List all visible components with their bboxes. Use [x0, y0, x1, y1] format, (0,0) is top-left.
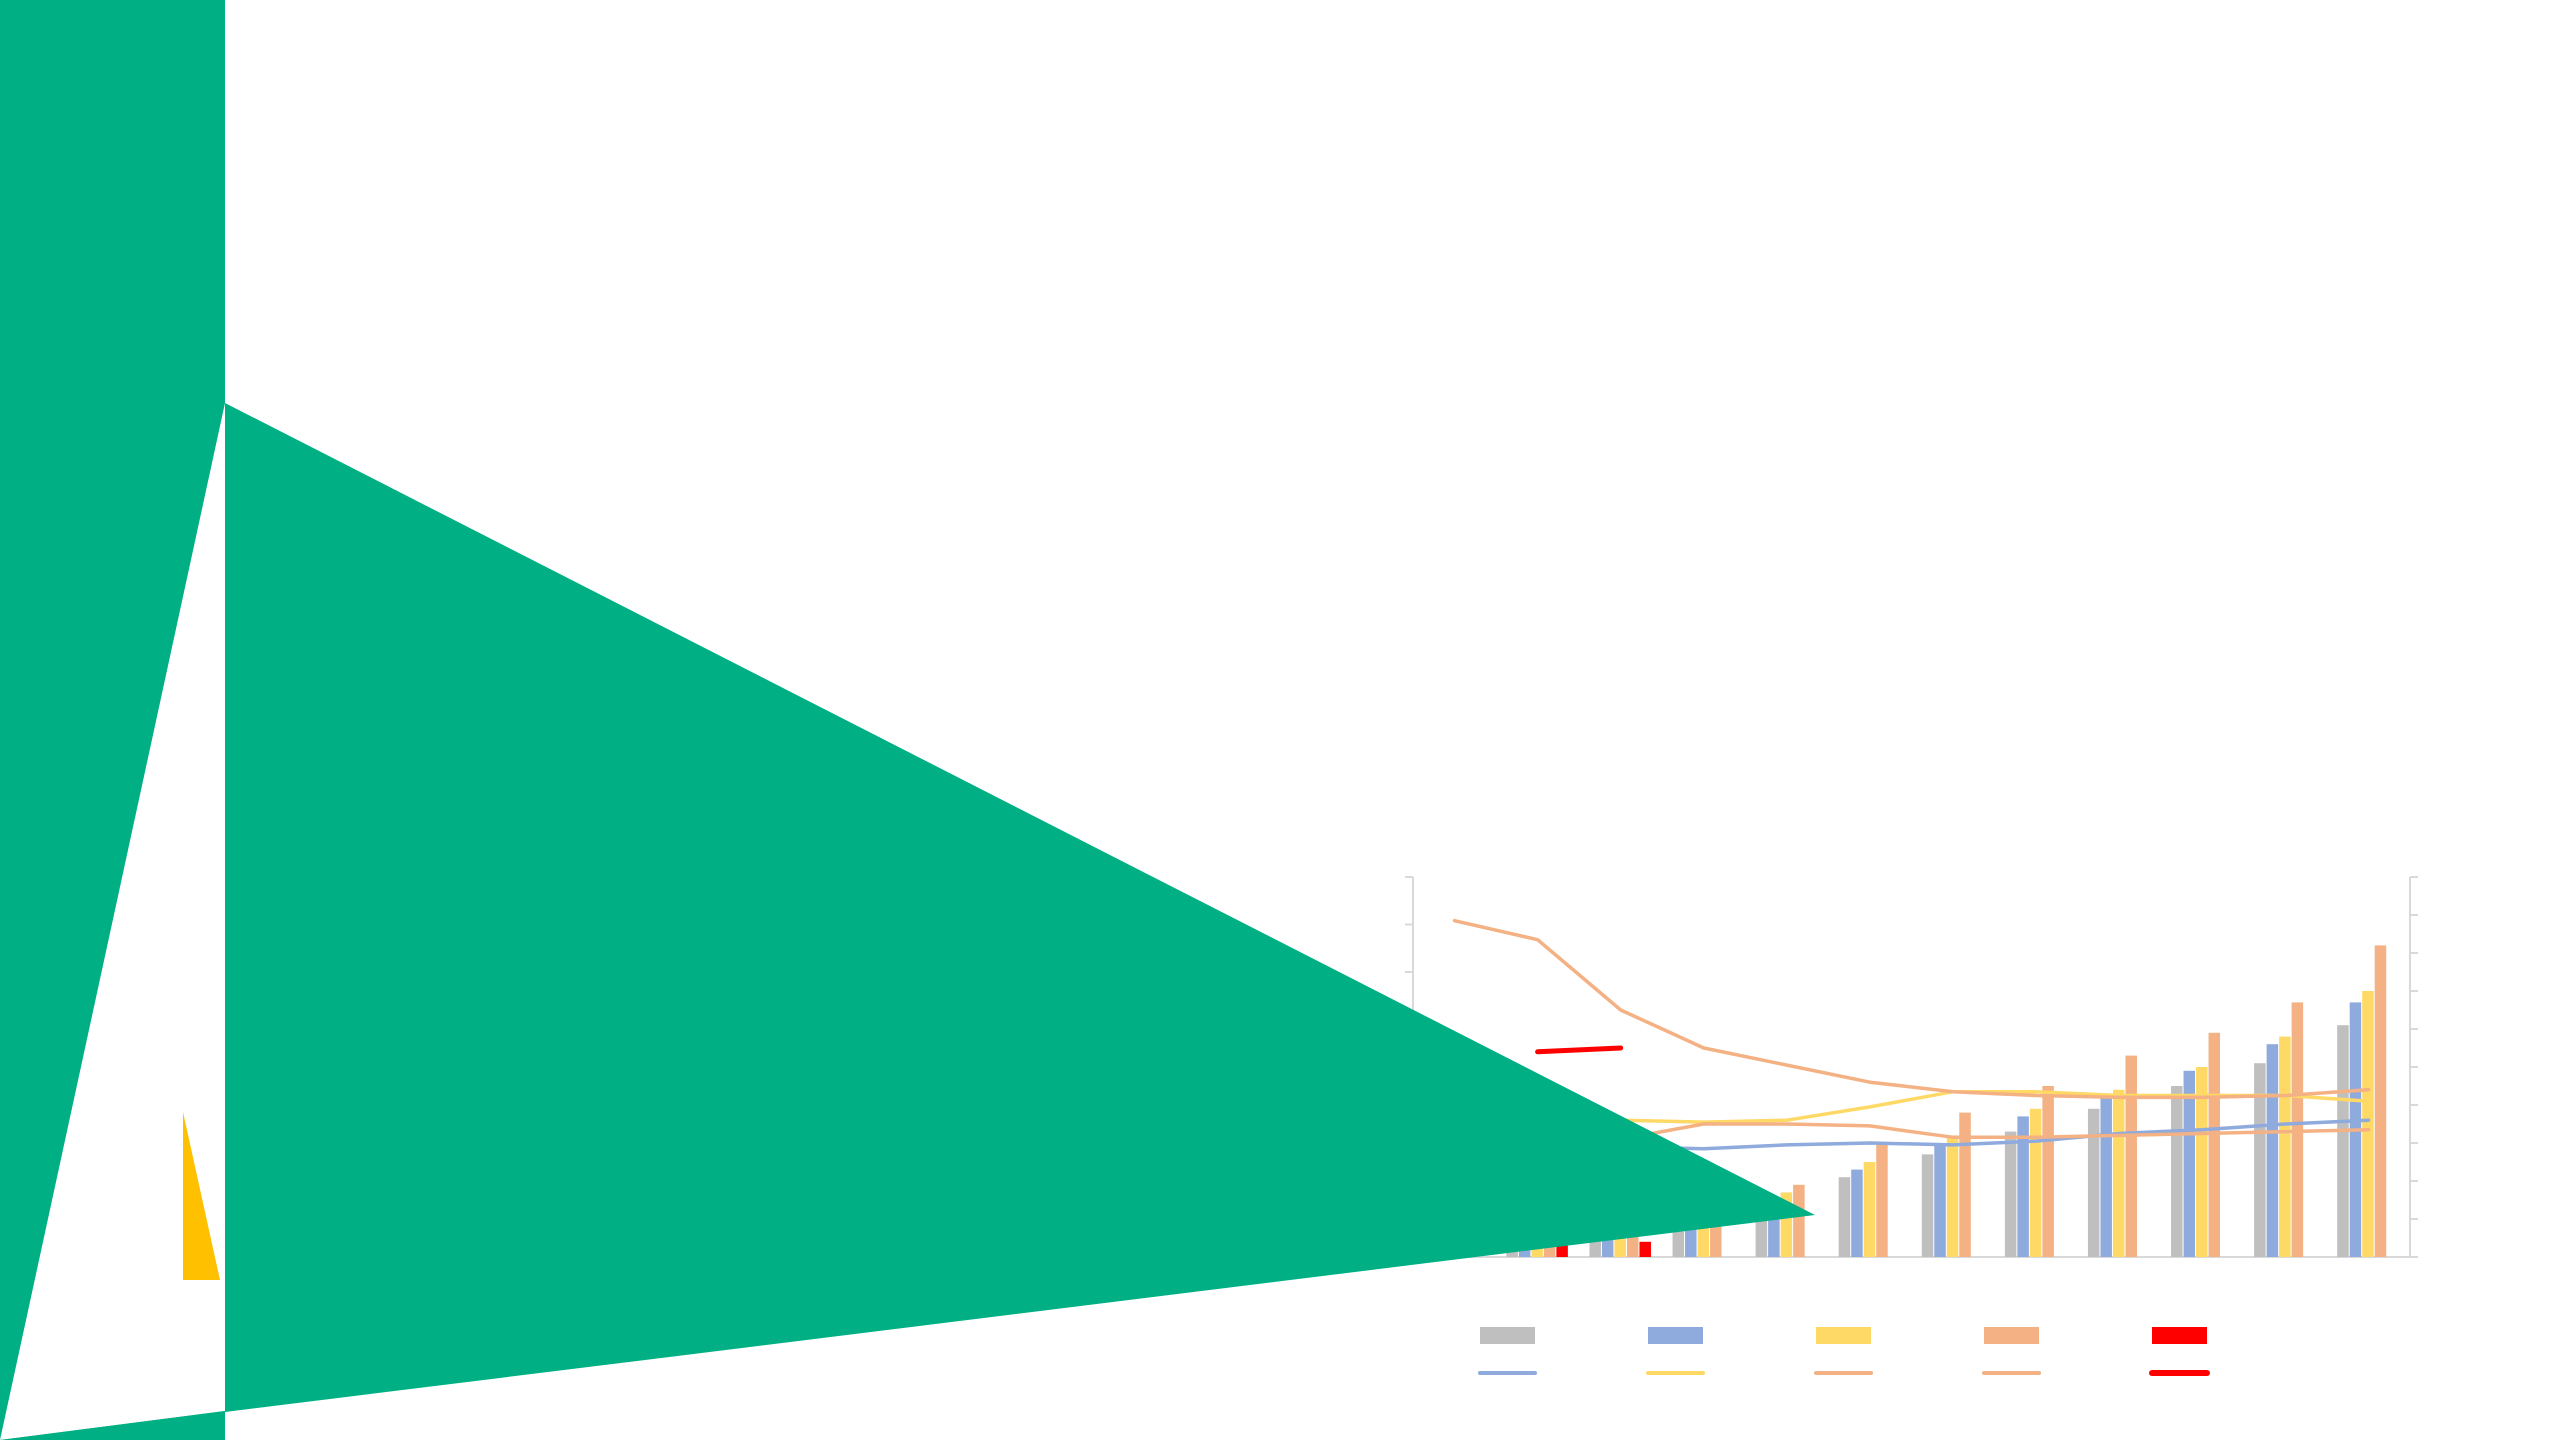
bar-series-1	[1921, 1154, 1934, 1257]
bar-series-2	[1934, 1143, 1946, 1257]
legend-swatch-bar-2	[1648, 1327, 1703, 1344]
bar-series-2	[1851, 1169, 1863, 1257]
green-bottom-corner	[0, 1411, 225, 1440]
bar-series-4	[1710, 1200, 1722, 1257]
decorative-shapes	[0, 0, 1815, 1440]
bar-series-2	[2100, 1093, 2112, 1257]
bar-series-1	[1589, 1230, 1601, 1257]
bar-series-1	[2004, 1131, 2017, 1257]
bar-series-1	[2087, 1108, 2100, 1257]
line-series-3	[1618, 1122, 2371, 1141]
bar-series-1	[1672, 1222, 1685, 1257]
bar-series-3	[2112, 1089, 2125, 1257]
bar-series-4	[1959, 1112, 1971, 1257]
bar-series-5	[1639, 1241, 1651, 1257]
legend-swatch-bar-5	[2152, 1327, 2207, 1344]
line-series-4	[1452, 918, 2371, 1100]
bar-series-5	[1556, 1245, 1568, 1257]
bar-series-3	[1946, 1135, 1959, 1257]
bar-series-3	[1697, 1211, 1710, 1257]
bar-series-3	[2279, 1036, 2291, 1257]
bar-series-2	[2183, 1070, 2196, 1257]
bar-series-2	[1685, 1219, 1697, 1257]
line-series-1	[1618, 1118, 2371, 1151]
bar-series-1	[1755, 1207, 1768, 1257]
legend-swatch-bar-3	[1816, 1327, 1871, 1344]
bar-series-1	[2171, 1086, 2183, 1257]
bar-series-4	[2208, 1032, 2221, 1257]
bar-series-2	[2017, 1116, 2029, 1257]
bar-series-1	[1838, 1177, 1851, 1257]
bar-series-1	[2254, 1063, 2266, 1257]
bar-series-1	[2337, 1025, 2349, 1257]
bar-series-3	[1863, 1162, 1876, 1257]
bar-series-4	[2042, 1086, 2054, 1257]
yellow-sliver	[183, 1112, 220, 1280]
green-triangle	[225, 403, 1815, 1412]
legend-swatch-bar-1	[1480, 1327, 1535, 1344]
bar-series-4	[2374, 945, 2387, 1257]
line-series-5	[1535, 1045, 1624, 1055]
chart-legend	[1478, 1327, 2210, 1376]
bar-series-2	[2266, 1044, 2279, 1257]
bar-series-3	[2196, 1067, 2208, 1257]
bar-series-3	[2362, 991, 2374, 1257]
legend-swatch-bar-4	[1984, 1327, 2039, 1344]
bar-series-4	[1876, 1143, 1888, 1257]
white-sliver	[0, 403, 225, 1440]
bar-series-3	[1780, 1192, 1793, 1257]
combo-chart	[1405, 876, 2418, 1258]
bar-series-2	[1768, 1203, 1780, 1257]
bar-series-3	[2029, 1108, 2042, 1257]
bar-series-4	[2125, 1055, 2137, 1257]
bar-series-4	[1793, 1184, 1805, 1257]
